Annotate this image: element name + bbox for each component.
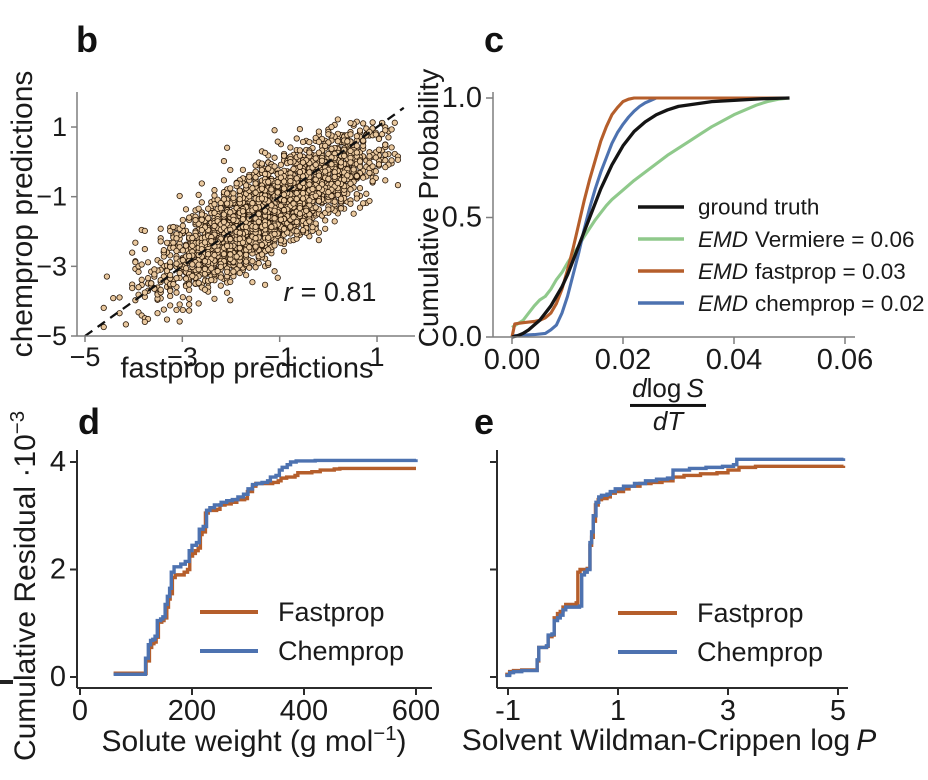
x-tick-label: -1 <box>495 695 521 727</box>
series-ground-truth <box>511 96 790 339</box>
x-tick-label: 600 <box>392 695 440 727</box>
x-tick-label: 5 <box>830 695 846 727</box>
legend-label: Chemprop <box>278 636 404 666</box>
y-tick-label: 0.5 <box>442 202 482 234</box>
x-tick-label: 1 <box>610 695 626 727</box>
y-tick-label: 0 <box>50 661 66 693</box>
panel-c-axes: 0.00 0.02 0.04 0.06 0.0 0.5 1.0 <box>442 82 874 376</box>
x-tick-label: 1 <box>370 342 385 372</box>
series-chemprop <box>505 457 846 678</box>
panel-e-axes: -1 1 3 5 <box>490 450 848 727</box>
fraction-numerator: dlog S <box>632 372 704 403</box>
x-tick-label: 200 <box>168 695 216 727</box>
panel-d-axes: 0 200 400 600 0 2 4 <box>50 446 440 727</box>
panel-e-legend: Fastprop Chemprop <box>618 598 823 667</box>
identity-line <box>84 106 405 337</box>
cropped-axis-fragment <box>0 680 13 684</box>
y-tick-label: −3 <box>36 251 67 281</box>
panel-c-legend: ground truth EMD Vermiere = 0.06 EMD fastpro… <box>638 195 925 316</box>
y-tick-label: 2 <box>50 554 66 586</box>
x-tick-label: 0.04 <box>706 344 762 376</box>
panel-d-legend: Fastprop Chemprop <box>200 597 404 666</box>
panel-b-xlabel: fastprop predictions <box>120 352 374 385</box>
legend-label: Chemprop <box>697 637 823 667</box>
y-tick-label: 4 <box>50 446 66 478</box>
panel-e-xlabel: Solvent Wildman-Crippen log P <box>461 724 877 757</box>
panel-d-xlabel: Solute weight (g mol−1) <box>101 723 407 758</box>
legend-label: Fastprop <box>278 597 385 627</box>
series-chemprop <box>511 96 790 338</box>
panel-c-curves <box>510 96 790 339</box>
x-tick-label: 0 <box>72 695 88 727</box>
panel-d-curves <box>113 458 418 677</box>
legend-label: Fastprop <box>697 598 804 628</box>
panel-e-curves <box>505 457 846 678</box>
y-tick-label: −1 <box>36 182 67 212</box>
legend-label: ground truth <box>698 195 819 220</box>
panel-d-ylabel: Cumulative Residual ·10−3 <box>7 410 42 762</box>
panel-letter-d: d <box>78 401 100 442</box>
legend-label: EMD fastprop = 0.03 <box>698 259 906 284</box>
pearson-r-annotation: r = 0.81 <box>284 277 377 307</box>
fraction-denominator: dT <box>652 405 684 436</box>
x-tick-label: −3 <box>167 342 198 372</box>
x-tick-label: 0.06 <box>817 344 873 376</box>
legend-label: EMD chemprop = 0.02 <box>698 291 925 316</box>
panel-b-ylabel: chemprop predictions <box>6 70 39 358</box>
y-tick-label: −5 <box>36 321 67 351</box>
series-chemprop <box>113 458 418 677</box>
panel-letter-e: e <box>474 401 495 442</box>
panel-b-axes: −5 −3 −1 1 1 −1 −3 −5 <box>36 92 415 372</box>
legend-label: EMD Vermiere = 0.06 <box>698 227 914 252</box>
x-tick-label: −5 <box>70 342 101 372</box>
fraction-bar <box>630 404 706 407</box>
y-tick-label: 1.0 <box>442 82 482 114</box>
panel-letter-c: c <box>484 19 505 60</box>
y-tick-label: 0.0 <box>442 321 482 353</box>
panel-c-xlabel-fraction: dlog S dT <box>630 372 706 436</box>
panel-letter-b: b <box>76 19 98 60</box>
x-tick-label: −1 <box>264 342 295 372</box>
panel-c-ylabel: Cumulative Probability <box>413 68 444 348</box>
x-tick-label: 0.00 <box>484 344 540 376</box>
x-tick-label: 3 <box>720 695 736 727</box>
panel-b-scatter-points <box>100 116 402 331</box>
x-tick-label: 400 <box>280 695 328 727</box>
y-tick-label: 1 <box>52 112 67 142</box>
series-vermiere <box>511 96 790 329</box>
x-tick-label: 0.02 <box>595 344 651 376</box>
